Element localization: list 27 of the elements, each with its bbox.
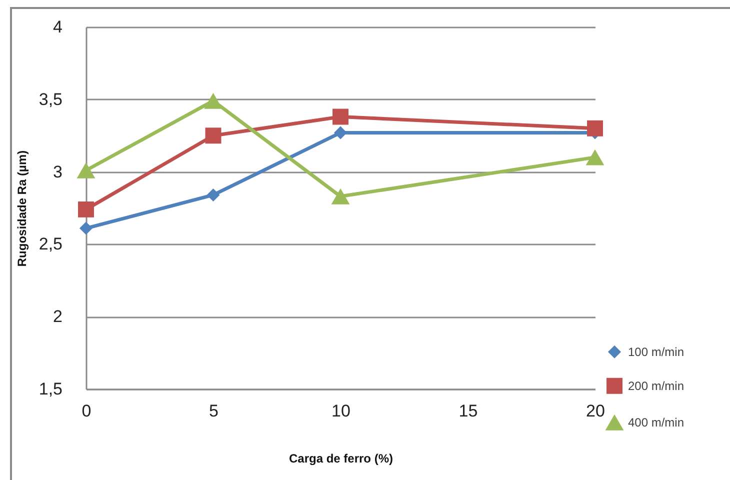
point (205, 128, 222, 144)
x-tick-label: 10 (332, 402, 350, 420)
point (587, 120, 603, 136)
legend-label: 100 m/min (628, 344, 684, 359)
point (78, 201, 94, 218)
x-tick-label: 15 (458, 402, 478, 420)
x-tick-label: 0 (82, 402, 92, 420)
y-tick-label: 3 (53, 162, 62, 182)
point (586, 149, 604, 166)
y-axis-title: Rugosidade Ra (µm) (14, 150, 29, 267)
point (204, 92, 222, 109)
x-axis-title: Carga de ferro (%) (288, 452, 394, 466)
y-tick-label: 4 (53, 18, 62, 36)
x-tick-label: 5 (209, 402, 218, 420)
y-tick-label: 1,5 (38, 380, 62, 398)
point (332, 108, 348, 125)
point (331, 188, 350, 204)
y-tick-label: 2,5 (38, 234, 62, 254)
point (206, 188, 220, 202)
point (76, 162, 96, 178)
y-tick-label: 3,5 (38, 90, 62, 109)
legend-label: 400 m/min (628, 415, 684, 430)
legend-label: 200 m/min (628, 378, 684, 393)
x-tick-label: 20 (586, 402, 605, 420)
point (334, 126, 348, 140)
point (79, 222, 93, 235)
y-tick-label: 2 (53, 307, 62, 326)
